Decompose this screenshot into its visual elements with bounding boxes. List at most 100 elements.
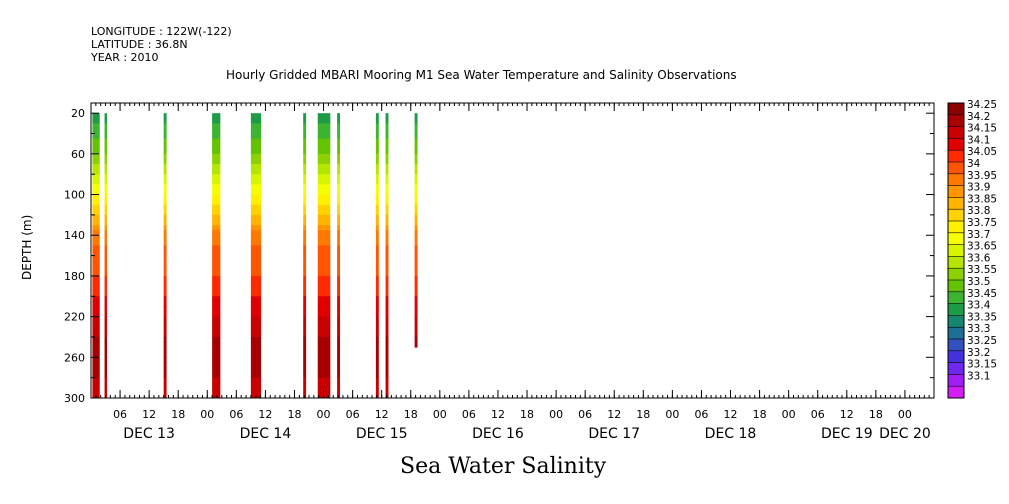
data-column-cell (250, 336, 262, 343)
data-column-cell (92, 342, 100, 348)
variable-title: Sea Water Salinity (400, 454, 607, 479)
data-column-cell (317, 255, 331, 262)
data-column-cell (337, 331, 341, 338)
colorbar-swatch (948, 114, 964, 128)
data-column-cell (303, 245, 307, 251)
data-column-cell (250, 291, 262, 297)
data-column-cell (212, 240, 221, 246)
data-column-cell (385, 123, 389, 129)
data-column-cell (212, 275, 221, 282)
data-column-cell (250, 133, 262, 140)
data-column-cell (385, 255, 389, 262)
colorbar-swatch (948, 339, 964, 352)
data-column-cell (375, 362, 379, 368)
x-tick-label: 00 (317, 408, 331, 421)
data-column-cell (212, 138, 221, 145)
data-column-cell (303, 352, 307, 358)
data-column-cell (385, 347, 389, 353)
data-column-cell (317, 306, 331, 313)
data-column-cell (385, 209, 389, 216)
data-column-cell (212, 321, 221, 328)
data-column-cell (303, 179, 307, 185)
data-column-cell (212, 174, 221, 180)
data-column-cell (337, 382, 341, 389)
data-column-cell (212, 331, 221, 338)
data-column-cell (212, 194, 221, 201)
data-column-cell (337, 123, 341, 129)
data-column-cell (385, 352, 389, 358)
colorbar-label: 33.7 (967, 229, 990, 241)
data-column-cell (303, 250, 307, 257)
data-column-cell (414, 113, 418, 119)
colorbar-label: 33.5 (967, 276, 990, 288)
data-column-cell (337, 342, 341, 348)
data-column-cell (385, 342, 389, 348)
data-column-cell (212, 382, 221, 389)
data-column-cell (375, 143, 379, 150)
data-column-cell (414, 143, 418, 150)
data-column-cell (104, 123, 107, 129)
data-column-cell (414, 179, 418, 185)
x-tick-label: 06 (578, 408, 592, 421)
data-column-cell (104, 184, 107, 190)
data-column-cell (303, 331, 307, 338)
data-column-cell (317, 352, 331, 358)
data-column-cell (212, 286, 221, 292)
colorbar-label: 33.75 (967, 217, 997, 229)
colorbar-label: 33.25 (967, 335, 997, 347)
data-column-cell (250, 194, 262, 201)
data-column-cell (303, 270, 307, 277)
data-column-cell (212, 164, 221, 170)
data-column-cell (92, 326, 100, 333)
y-tick-label: 260 (64, 351, 85, 364)
data-column-cell (250, 342, 262, 348)
data-column-cell (212, 352, 221, 358)
data-column-cell (212, 118, 221, 124)
data-column-cell (250, 286, 262, 292)
data-column-cell (92, 301, 100, 307)
data-column-cell (385, 174, 389, 180)
data-column-cell (317, 118, 331, 124)
data-column-cell (212, 230, 221, 236)
data-column-cell (385, 214, 389, 221)
data-column-cell (92, 123, 100, 129)
data-column-cell (375, 387, 379, 394)
data-column-cell (212, 260, 221, 267)
data-column-cell (375, 286, 379, 292)
data-column-cell (375, 291, 379, 297)
data-column-cell (212, 372, 221, 379)
data-column-cell (317, 301, 331, 307)
data-column-cell (104, 372, 107, 379)
data-column-cell (92, 296, 100, 302)
data-column-cell (104, 326, 107, 333)
data-column-cell (303, 235, 307, 241)
data-column-cell (317, 331, 331, 338)
data-column-cell (92, 164, 100, 170)
data-column-cell (375, 377, 379, 384)
data-column-cell (337, 311, 341, 318)
data-column-cell (303, 367, 307, 374)
x-tick-label: 18 (636, 408, 650, 421)
x-tick-label: 00 (898, 408, 912, 421)
data-column-cell (317, 230, 331, 236)
data-column-cell (212, 214, 221, 221)
data-column-cell (212, 245, 221, 251)
data-column-cell (385, 219, 389, 226)
data-column-cell (337, 275, 341, 282)
data-column-cell (303, 169, 307, 175)
data-column-cell (375, 336, 379, 343)
data-column-cell (375, 179, 379, 185)
data-column-cell (375, 148, 379, 155)
data-column-cell (375, 164, 379, 170)
y-tick-label: 300 (64, 392, 85, 405)
data-column-cell (375, 255, 379, 262)
data-column-cell (250, 275, 262, 282)
data-column-cell (212, 342, 221, 348)
data-column-cell (250, 306, 262, 313)
data-column-cell (385, 362, 389, 368)
data-column-cell (337, 286, 341, 292)
data-column-cell (212, 377, 221, 384)
x-tick-label: 00 (549, 408, 563, 421)
data-column-cell (385, 286, 389, 292)
data-column-cell (303, 128, 307, 135)
